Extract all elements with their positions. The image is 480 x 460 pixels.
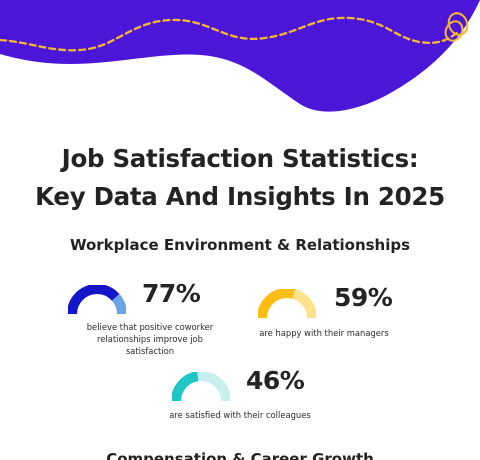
page-title-line-2: Key Data And Insights In 2025 [35,182,445,211]
swirl-loop-icon [444,12,469,42]
caption-line: believe that positive coworker [86,322,214,332]
dashed-curve-line [0,16,460,52]
page-title-line-1: Job Satisfaction Statistics: [61,144,419,173]
half-donut-gauge-icon [68,285,126,315]
section-title-compensation: Compensation & Career Growth [106,450,374,460]
header-wave-banner [0,0,480,112]
caption-line: are happy with their managers [259,328,389,338]
gauge-fill [172,372,230,402]
half-donut-gauge-icon [172,372,230,402]
stat-caption: are satisfied with their colleagues [150,409,330,421]
section-title-workplace: Workplace Environment & Relationships [69,236,411,254]
half-donut-gauge-icon [258,289,316,319]
stat-caption: believe that positive coworker relations… [60,321,240,357]
caption-line: are satisfied with their colleagues [169,410,311,420]
caption-line: satisfaction [125,346,175,356]
caption-line: relationships improve job [97,334,203,344]
stat-value: 46% [246,366,305,395]
page-title: Job Satisfaction Statistics: Key Data An… [0,140,480,216]
stat-caption: are happy with their managers [244,327,404,339]
purple-wave-shape [0,0,480,112]
gauge-fill [258,289,316,319]
stat-value: 77% [142,279,201,308]
stat-value: 59% [334,283,393,312]
gauge-fill [68,285,126,315]
